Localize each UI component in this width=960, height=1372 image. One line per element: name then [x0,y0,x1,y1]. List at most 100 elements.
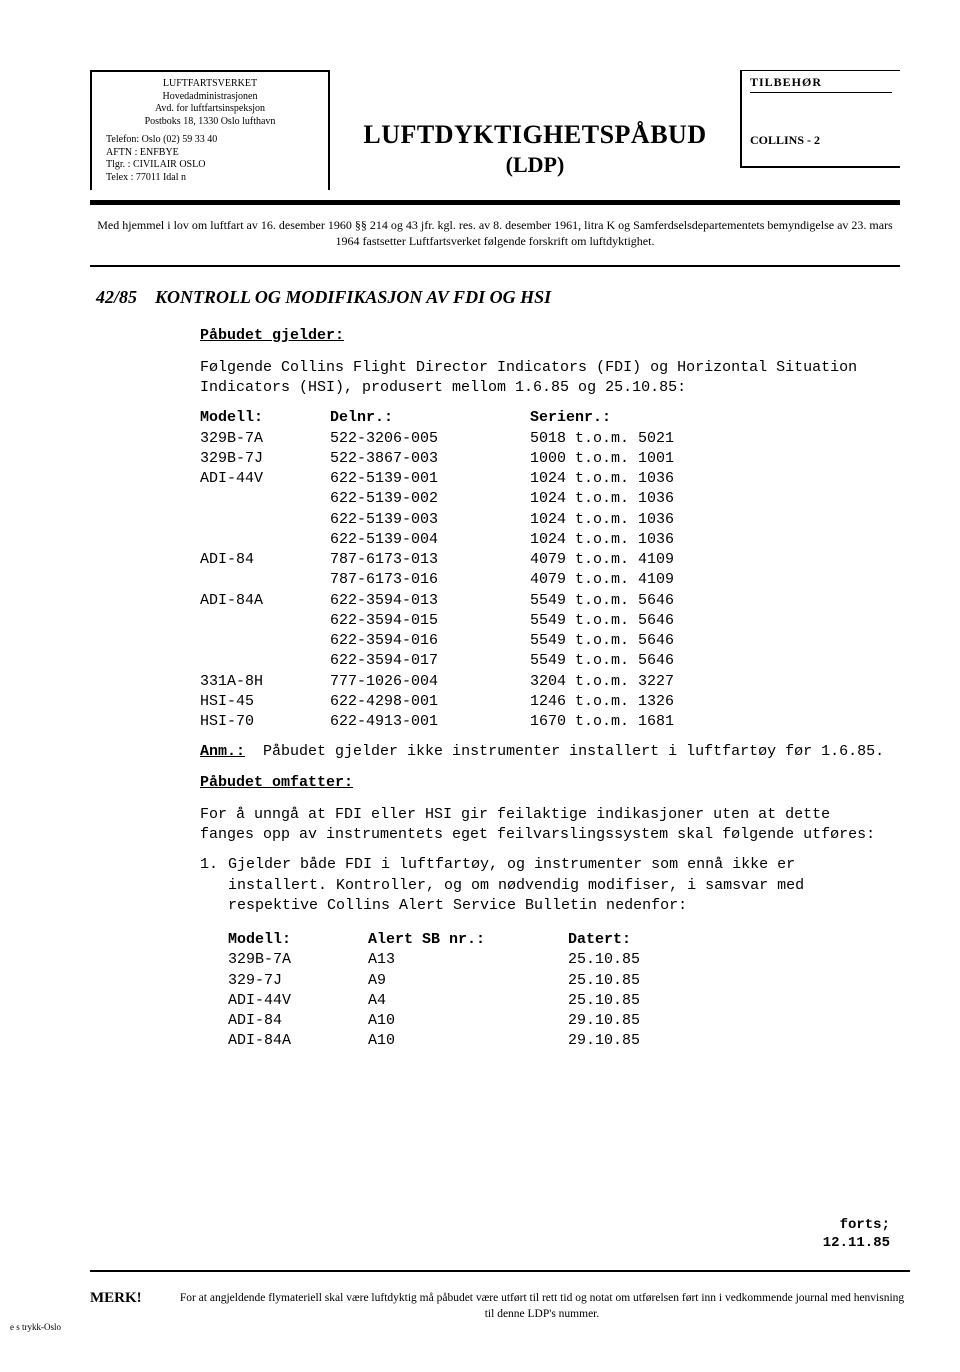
cell-model [200,651,330,671]
cell-sb: A9 [368,971,568,991]
table-row: ADI-84A1029.10.85 [228,1011,664,1031]
cell-pn: 622-4298-001 [330,692,530,712]
forts-l1: forts; [823,1216,890,1234]
sb-col-model: Modell: [228,930,368,950]
sb-col-sb: Alert SB nr.: [368,930,568,950]
cell-sn: 1246 t.o.m. 1326 [530,692,698,712]
item-number: 1. [200,855,220,916]
cell-sn: 5549 t.o.m. 5646 [530,611,698,631]
table-row: HSI-70622-4913-0011670 t.o.m. 1681 [200,712,698,732]
table-row: 622-5139-0021024 t.o.m. 1036 [200,489,698,509]
cell-date: 29.10.85 [568,1011,664,1031]
cell-sb: A13 [368,950,568,970]
sender-box: LUFTFARTSVERKET Hovedadministrasjonen Av… [90,70,330,190]
sb-table: Modell: Alert SB nr.: Datert: 329B-7AA13… [228,930,664,1052]
cell-pn: 622-3594-013 [330,591,530,611]
sender-telex: Telex : 77011 Idal n [106,172,314,185]
merk-row: MERK! For at angjeldende flymateriell sk… [90,1290,910,1322]
cell-model: ADI-44V [228,991,368,1011]
cell-model: ADI-84 [228,1011,368,1031]
sender-telefon: Telefon: Oslo (02) 59 33 40 [106,134,314,147]
cell-model: ADI-84 [200,550,330,570]
table-row: 622-5139-0031024 t.o.m. 1036 [200,510,698,530]
cell-pn: 522-3867-003 [330,449,530,469]
cell-pn: 787-6173-016 [330,570,530,590]
cell-model: 331A-8H [200,672,330,692]
anm-label: Anm.: [200,743,245,760]
sender-line: Avd. for luftfartsinspeksjon [106,103,314,116]
document-title: LUFTDYKTIGHETSPÅBUD (LDP) [330,70,740,178]
table-row: 622-3594-0155549 t.o.m. 5646 [200,611,698,631]
cell-pn: 622-3594-016 [330,631,530,651]
parts-table: Modell: Delnr.: Serienr.: 329B-7A522-320… [200,408,698,732]
applies-text: Følgende Collins Flight Director Indicat… [200,358,890,399]
sender-line: Postboks 18, 1330 Oslo lufthavn [106,116,314,129]
category-label: COLLINS - 2 [750,133,820,147]
rule-bottom [90,1270,910,1272]
cell-sn: 5549 t.o.m. 5646 [530,651,698,671]
rule-thin [90,265,900,267]
cell-date: 25.10.85 [568,950,664,970]
item-1-text: Gjelder både FDI i luftfartøy, og instru… [228,855,890,916]
table-row: ADI-44V622-5139-0011024 t.o.m. 1036 [200,469,698,489]
cell-date: 25.10.85 [568,971,664,991]
cell-model: 329-7J [228,971,368,991]
sender-line: Hovedadministrasjonen [106,91,314,104]
doc-ref: 42/85 [96,285,137,309]
col-sn: Serienr.: [530,408,698,428]
cell-date: 25.10.85 [568,991,664,1011]
col-pn: Delnr.: [330,408,530,428]
continuation: forts; 12.11.85 [823,1216,890,1252]
cell-pn: 622-3594-015 [330,611,530,631]
col-model: Modell: [200,408,330,428]
cell-model [200,510,330,530]
cell-model: HSI-45 [200,692,330,712]
content: 42/85 KONTROLL OG MODIFIKASJON AV FDI OG… [90,285,900,1051]
cell-date: 29.10.85 [568,1031,664,1051]
sender-tlgr: Tlgr. : CIVILAIR OSLO [106,159,314,172]
cell-sn: 5018 t.o.m. 5021 [530,429,698,449]
doc-title: KONTROLL OG MODIFIKASJON AV FDI OG HSI [155,285,551,309]
cell-sb: A10 [368,1011,568,1031]
cell-model: ADI-44V [200,469,330,489]
covers-head: Påbudet omfatter: [200,774,353,791]
cell-sn: 1024 t.o.m. 1036 [530,510,698,530]
cell-model: ADI-84A [200,591,330,611]
cell-sb: A10 [368,1031,568,1051]
category-top: TILBEHØR [750,75,892,93]
table-row: 329B-7J522-3867-0031000 t.o.m. 1001 [200,449,698,469]
title-line1: LUFTDYKTIGHETSPÅBUD [330,120,740,150]
cell-pn: 622-3594-017 [330,651,530,671]
table-row: 329B-7AA1325.10.85 [228,950,664,970]
title-line2: (LDP) [330,152,740,178]
cell-pn: 622-5139-004 [330,530,530,550]
table-row: 329B-7A522-3206-0055018 t.o.m. 5021 [200,429,698,449]
cell-pn: 622-5139-003 [330,510,530,530]
table-row: ADI-84787-6173-0134079 t.o.m. 4109 [200,550,698,570]
cell-sn: 1024 t.o.m. 1036 [530,530,698,550]
sender-line: LUFTFARTSVERKET [106,78,314,91]
cell-model: ADI-84A [228,1031,368,1051]
page: LUFTFARTSVERKET Hovedadministrasjonen Av… [0,0,960,1372]
cell-sn: 1670 t.o.m. 1681 [530,712,698,732]
cell-sb: A4 [368,991,568,1011]
table-row: ADI-84AA1029.10.85 [228,1031,664,1051]
cell-pn: 777-1026-004 [330,672,530,692]
sender-aftn: AFTN : ENFBYE [106,147,314,160]
cell-sn: 5549 t.o.m. 5646 [530,591,698,611]
table-row: ADI-44VA425.10.85 [228,991,664,1011]
cell-model [200,631,330,651]
cell-pn: 522-3206-005 [330,429,530,449]
table-row: 622-3594-0165549 t.o.m. 5646 [200,631,698,651]
cell-pn: 787-6173-013 [330,550,530,570]
table-row: ADI-84A622-3594-0135549 t.o.m. 5646 [200,591,698,611]
applies-head: Påbudet gjelder: [200,327,344,344]
category-box: TILBEHØR COLLINS - 2 [740,70,900,168]
cell-sn: 4079 t.o.m. 4109 [530,550,698,570]
merk-label: MERK! [90,1290,150,1322]
cell-sn: 1024 t.o.m. 1036 [530,489,698,509]
cell-pn: 622-5139-001 [330,469,530,489]
header: LUFTFARTSVERKET Hovedadministrasjonen Av… [90,70,900,190]
table-row: 622-5139-0041024 t.o.m. 1036 [200,530,698,550]
cell-sn: 1000 t.o.m. 1001 [530,449,698,469]
